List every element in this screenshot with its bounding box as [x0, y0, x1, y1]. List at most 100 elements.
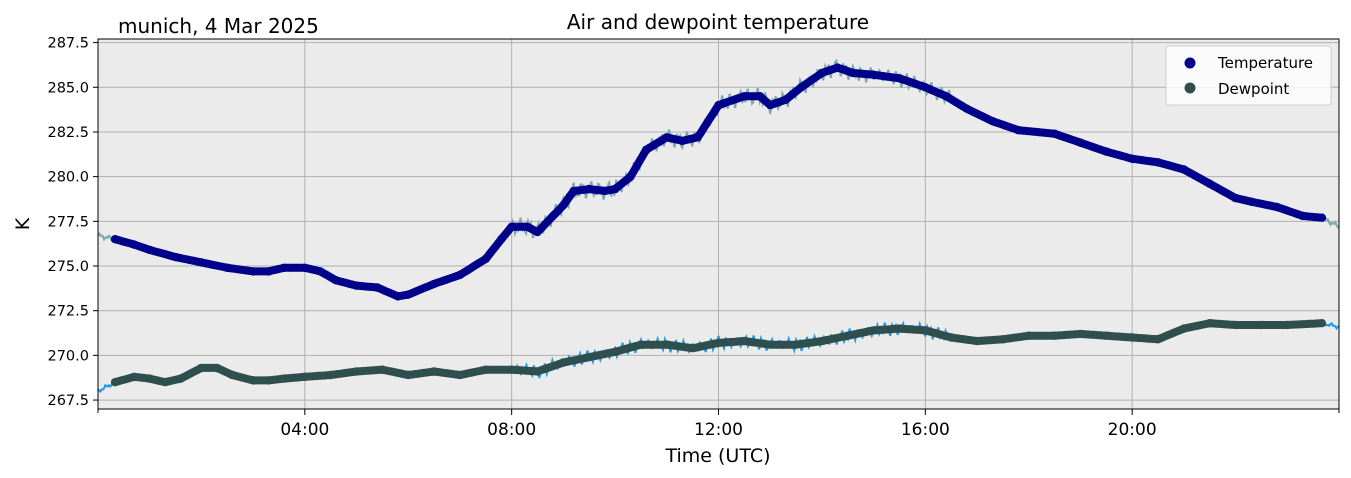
data-point-temperature — [988, 117, 997, 126]
x-tick-label: 20:00 — [1108, 420, 1157, 440]
data-point-temperature — [848, 68, 858, 78]
data-point-temperature — [548, 211, 558, 221]
data-point-dewpoint — [1205, 319, 1214, 328]
y-tick-label: 275.0 — [47, 259, 89, 275]
data-point-temperature — [714, 100, 723, 110]
data-point-temperature — [248, 267, 258, 276]
data-point-dewpoint — [972, 336, 982, 346]
data-point-temperature — [895, 74, 904, 83]
x-tick-label: 04:00 — [280, 420, 329, 440]
data-point-temperature — [833, 63, 842, 72]
x-tick-label: 08:00 — [487, 420, 536, 440]
data-point-dewpoint — [869, 326, 878, 335]
data-point-dewpoint — [110, 378, 120, 387]
data-point-temperature — [781, 95, 790, 105]
data-point-temperature — [1246, 197, 1256, 206]
data-point-dewpoint — [998, 335, 1008, 344]
data-point-dewpoint — [610, 347, 620, 356]
data-point-dewpoint — [947, 333, 956, 342]
data-point-dewpoint — [714, 338, 723, 348]
data-point-dewpoint — [326, 370, 335, 380]
data-point-dewpoint — [279, 374, 289, 383]
data-point-temperature — [1102, 147, 1111, 156]
legend-label-dewpoint: Dewpoint — [1218, 80, 1289, 98]
data-point-temperature — [352, 281, 361, 290]
data-point-dewpoint — [766, 340, 775, 349]
data-point-temperature — [429, 279, 439, 289]
data-point-temperature — [1205, 179, 1214, 188]
data-point-temperature — [533, 227, 542, 237]
data-point-temperature — [585, 184, 594, 194]
data-point-temperature — [1298, 211, 1308, 221]
data-point-dewpoint — [636, 340, 646, 349]
data-point-temperature — [559, 201, 568, 210]
data-point-dewpoint — [1050, 331, 1059, 340]
data-point-temperature — [110, 235, 120, 244]
data-point-temperature — [869, 70, 878, 79]
data-point-temperature — [373, 283, 382, 292]
data-point-dewpoint — [161, 378, 170, 387]
data-point-temperature — [569, 186, 578, 196]
data-point-dewpoint — [817, 336, 827, 346]
data-point-dewpoint — [352, 367, 361, 376]
data-point-dewpoint — [378, 365, 387, 374]
legend: Temperature Dewpoint — [1165, 45, 1332, 106]
y-tick-label: 272.5 — [47, 304, 89, 320]
data-point-dewpoint — [404, 370, 413, 380]
data-point-temperature — [797, 83, 806, 92]
data-point-temperature — [1153, 158, 1163, 167]
data-point-dewpoint — [1283, 320, 1292, 330]
data-point-dewpoint — [130, 372, 139, 381]
y-axis-label: K — [12, 217, 34, 230]
legend-box — [1165, 45, 1332, 106]
data-point-temperature — [921, 83, 930, 92]
data-point-dewpoint — [585, 353, 594, 362]
data-point-dewpoint — [1153, 335, 1163, 344]
data-point-dewpoint — [507, 365, 516, 374]
data-point-temperature — [523, 222, 532, 231]
y-tick-label: 282.5 — [47, 125, 89, 141]
data-point-temperature — [497, 235, 506, 244]
data-point-temperature — [300, 263, 309, 272]
data-point-dewpoint — [248, 376, 258, 385]
data-point-dewpoint — [455, 370, 465, 380]
data-point-temperature — [1050, 129, 1059, 138]
data-point-temperature — [404, 290, 413, 299]
y-tick-label: 270.0 — [47, 348, 89, 364]
data-point-temperature — [1128, 154, 1137, 163]
data-point-dewpoint — [1179, 324, 1189, 333]
data-point-temperature — [481, 254, 490, 264]
legend-marker-temperature — [1184, 57, 1196, 69]
y-axis: 267.5 270.0 272.5 275.0 277.5 280.0 282.5 285.0… — [47, 36, 98, 409]
data-point-temperature — [755, 92, 765, 101]
x-tick-label: 16:00 — [901, 420, 950, 440]
data-point-dewpoint — [791, 340, 801, 349]
data-point-temperature — [331, 276, 341, 285]
data-point-dewpoint — [1231, 320, 1240, 330]
chart-subtitle: munich, 4 Mar 2025 — [118, 14, 319, 38]
data-point-temperature — [507, 222, 516, 231]
data-point-temperature — [626, 172, 635, 181]
y-tick-label: 277.5 — [47, 214, 89, 230]
y-tick-label: 280.0 — [47, 170, 89, 186]
data-point-dewpoint — [176, 374, 185, 383]
data-point-temperature — [941, 92, 951, 101]
data-point-temperature — [641, 145, 651, 154]
data-point-temperature — [817, 68, 827, 78]
data-point-dewpoint — [662, 340, 671, 349]
data-point-temperature — [197, 258, 206, 267]
data-point-temperature — [693, 133, 702, 142]
data-point-temperature — [455, 270, 465, 280]
data-point-dewpoint — [300, 372, 309, 381]
data-point-dewpoint — [1102, 331, 1111, 340]
x-tick-label: 12:00 — [694, 420, 743, 440]
x-axis: 04:00 08:00 12:00 16:00 20:00 — [97, 409, 1340, 440]
data-point-dewpoint — [481, 365, 490, 374]
data-point-temperature — [171, 252, 180, 262]
data-point-temperature — [264, 267, 273, 276]
series-layer — [98, 58, 1339, 394]
data-point-temperature — [1317, 213, 1327, 222]
data-point-temperature — [962, 104, 971, 113]
data-point-dewpoint — [533, 367, 542, 376]
